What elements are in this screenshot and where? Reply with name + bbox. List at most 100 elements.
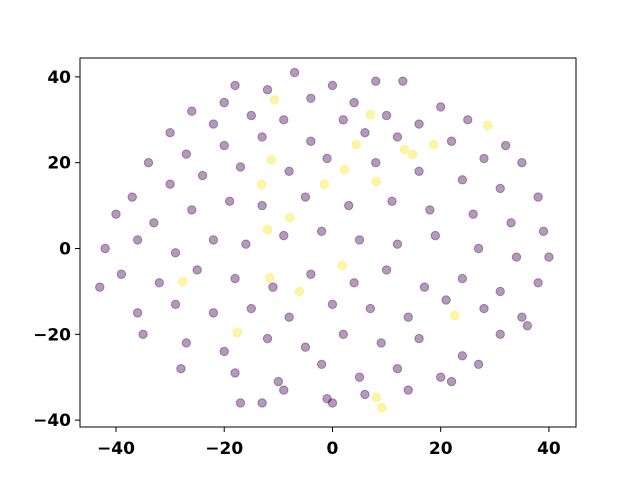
scatter-point	[327, 80, 338, 91]
scatter-point	[473, 359, 484, 370]
y-tick-label: 20	[47, 154, 71, 174]
scatter-point	[360, 127, 370, 138]
scatter-point	[327, 299, 338, 309]
scatter-point	[127, 192, 137, 202]
y-tick-label: −40	[33, 411, 71, 431]
scatter-point	[306, 93, 316, 104]
scatter-point	[192, 265, 202, 275]
scatter-point	[387, 196, 397, 207]
scatter-point	[371, 157, 381, 168]
scatter-point	[176, 363, 186, 374]
scatter-point	[294, 286, 305, 297]
scatter-point	[446, 136, 457, 146]
scatter-point	[349, 278, 359, 288]
y-tick-label: 0	[59, 240, 71, 260]
scatter-point	[495, 329, 505, 340]
scatter-point	[517, 157, 527, 168]
scatter-point	[538, 226, 549, 237]
scatter-point	[517, 312, 527, 322]
scatter-point	[319, 179, 330, 190]
scatter-point	[533, 278, 543, 288]
scatter-point	[306, 269, 316, 279]
scatter-point	[181, 338, 192, 348]
scatter-point	[414, 333, 424, 344]
scatter-point	[425, 205, 435, 215]
scatter-point	[95, 282, 105, 292]
scatter-point	[457, 273, 468, 284]
scatter-point	[430, 230, 440, 241]
scatter-point	[436, 102, 446, 112]
scatter-point	[224, 196, 235, 207]
scatter-point	[262, 224, 273, 235]
x-tick-label: −20	[205, 439, 243, 459]
scatter-point	[279, 385, 289, 395]
scatter-point	[446, 376, 457, 387]
scatter-point	[428, 139, 439, 150]
scatter-point	[219, 140, 229, 151]
scatter-point	[284, 312, 294, 322]
scatter-point	[170, 299, 181, 309]
scatter-point	[165, 179, 175, 189]
scatter-point	[344, 200, 354, 211]
scatter-point	[473, 243, 484, 254]
x-tick-label: 40	[537, 439, 561, 459]
scatter-point	[316, 359, 327, 370]
scatter-point	[398, 76, 408, 86]
scatter-point	[268, 282, 278, 292]
scatter-point	[257, 200, 267, 211]
scatter-point	[165, 127, 175, 138]
scatter-point	[339, 164, 350, 175]
scatter-point	[322, 393, 332, 404]
scatter-point	[371, 176, 382, 187]
scatter-point	[495, 183, 505, 194]
scatter-point	[149, 218, 159, 228]
scatter-point	[116, 269, 127, 279]
scatter-point	[132, 308, 143, 318]
scatter-point	[479, 303, 489, 314]
scatter-point	[264, 272, 275, 283]
scatter-point	[500, 140, 511, 151]
scatter-point	[300, 342, 311, 352]
scatter-point	[354, 235, 365, 245]
scatter-point	[111, 209, 121, 219]
scatter-point	[457, 351, 468, 361]
x-tick-label: 0	[327, 439, 339, 459]
scatter-point	[354, 372, 365, 382]
scatter-point	[377, 402, 387, 413]
scatter-point	[219, 346, 229, 357]
scatter-point	[300, 192, 311, 202]
scatter-point	[511, 252, 522, 262]
scatter-point	[256, 179, 267, 190]
scatter-point	[279, 115, 289, 125]
scatter-point	[365, 109, 376, 120]
scatter-point	[463, 115, 473, 125]
scatter-point	[269, 94, 280, 105]
scatter-point	[365, 303, 376, 314]
scatter-point	[360, 389, 370, 400]
plot-frame	[79, 57, 577, 428]
scatter-point	[230, 368, 240, 378]
scatter-point	[381, 110, 392, 121]
scatter-point	[414, 119, 424, 129]
scatter-point	[197, 170, 208, 181]
scatter-point	[219, 97, 229, 108]
scatter-point	[392, 239, 403, 249]
scatter-point	[419, 282, 430, 292]
scatter-point	[371, 392, 382, 403]
scatter-point	[306, 136, 316, 146]
scatter-point	[506, 218, 516, 228]
scatter-point	[138, 329, 148, 340]
scatter-point	[154, 278, 164, 288]
scatter-point	[262, 333, 273, 344]
scatter-point	[316, 226, 327, 237]
scatter-point	[100, 243, 110, 254]
scatter-point	[181, 149, 192, 159]
x-tick-label: 20	[429, 439, 453, 459]
scatter-point	[266, 154, 277, 165]
scatter-point	[468, 209, 478, 219]
x-tick-label: −40	[97, 439, 135, 459]
scatter-point	[392, 363, 403, 374]
y-tick-label: −20	[33, 325, 71, 345]
